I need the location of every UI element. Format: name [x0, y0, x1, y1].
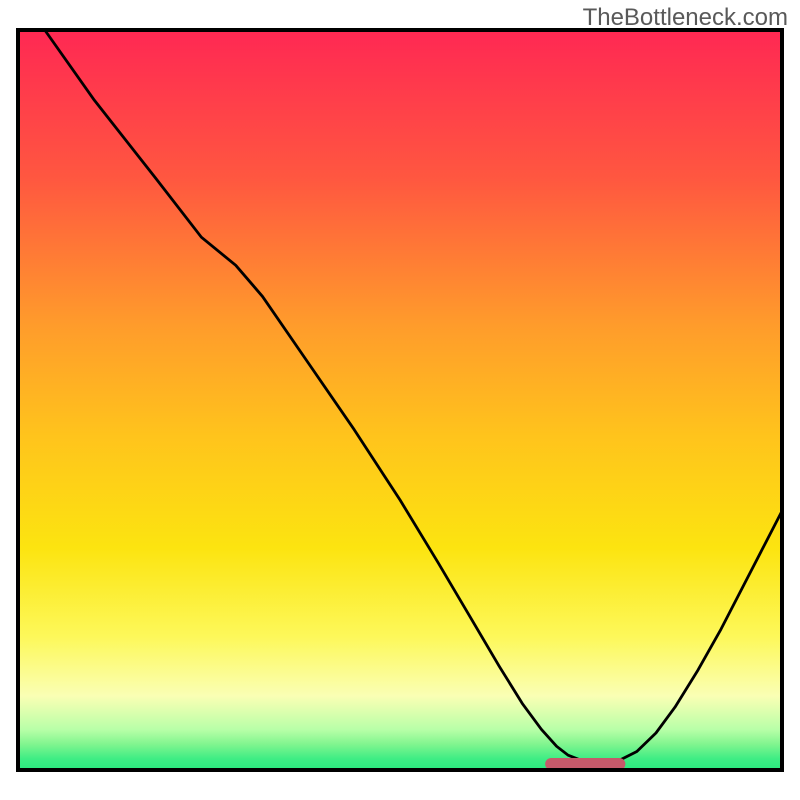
bottleneck-chart [0, 0, 800, 800]
watermark-text: TheBottleneck.com [583, 4, 788, 32]
chart-background-gradient [18, 30, 782, 770]
image-root: TheBottleneck.com [0, 0, 800, 800]
